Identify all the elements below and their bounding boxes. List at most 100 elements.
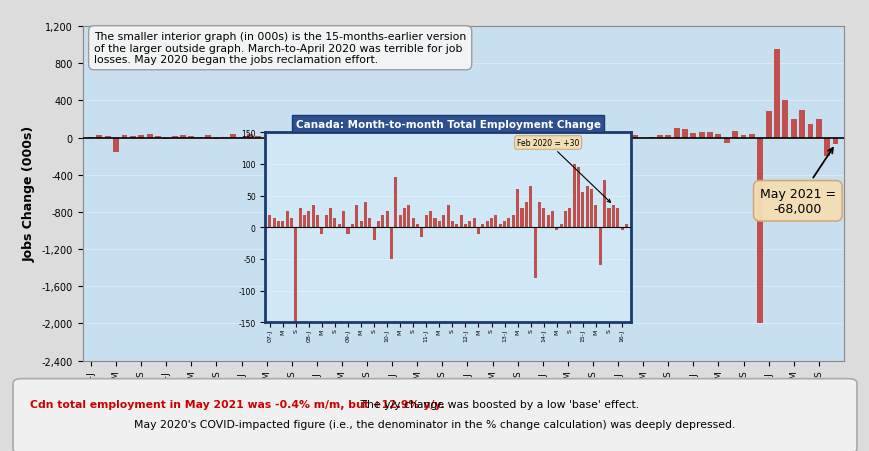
Bar: [732, 131, 737, 138]
Bar: [511, 215, 514, 228]
Bar: [415, 225, 419, 228]
Bar: [665, 136, 670, 138]
Bar: [394, 177, 397, 228]
Bar: [322, 136, 328, 138]
Text: Cdn total employment in May 2021 was -0.4% m/m, but +12.9% y/y.: Cdn total employment in May 2021 was -0.…: [30, 399, 445, 409]
Bar: [314, 137, 320, 138]
Bar: [268, 215, 271, 228]
Bar: [255, 137, 261, 138]
Bar: [598, 228, 601, 266]
Bar: [441, 215, 445, 228]
Bar: [281, 221, 284, 228]
Bar: [437, 221, 441, 228]
Bar: [113, 138, 119, 152]
Bar: [155, 137, 161, 138]
Bar: [376, 221, 380, 228]
Bar: [790, 120, 796, 138]
Bar: [494, 215, 497, 228]
Bar: [799, 110, 804, 138]
Bar: [104, 137, 110, 138]
Bar: [397, 137, 403, 138]
Bar: [372, 136, 378, 138]
Bar: [576, 168, 580, 228]
Bar: [623, 137, 628, 138]
Bar: [498, 225, 501, 228]
Y-axis label: Jobs Change (000s): Jobs Change (000s): [23, 126, 36, 262]
Bar: [522, 137, 528, 138]
Bar: [533, 228, 536, 278]
Bar: [339, 137, 344, 138]
Bar: [315, 215, 319, 228]
Bar: [320, 228, 323, 234]
Bar: [559, 225, 562, 228]
Bar: [832, 138, 838, 145]
Bar: [280, 137, 286, 138]
Bar: [189, 137, 194, 138]
Bar: [342, 212, 345, 228]
X-axis label: Year and month: Year and month: [408, 394, 518, 407]
Bar: [620, 228, 623, 231]
Bar: [171, 137, 177, 138]
Bar: [389, 228, 393, 259]
Bar: [355, 138, 362, 140]
Bar: [446, 206, 449, 228]
Text: May 2021 =
-68,000: May 2021 = -68,000: [759, 148, 835, 215]
Bar: [690, 133, 695, 138]
Bar: [289, 136, 295, 138]
Bar: [355, 206, 358, 228]
Bar: [489, 137, 495, 138]
Bar: [656, 136, 662, 138]
Bar: [554, 228, 558, 231]
Bar: [463, 225, 467, 228]
Bar: [129, 137, 136, 138]
Bar: [773, 50, 779, 138]
Bar: [589, 132, 595, 138]
Bar: [573, 136, 579, 138]
Bar: [520, 209, 523, 228]
Bar: [272, 218, 275, 228]
Bar: [531, 138, 537, 139]
Bar: [381, 137, 387, 138]
Bar: [781, 101, 787, 138]
Bar: [723, 138, 729, 144]
Bar: [585, 187, 588, 228]
Bar: [468, 221, 471, 228]
Bar: [430, 137, 436, 138]
Bar: [546, 215, 549, 228]
Bar: [681, 129, 687, 138]
Bar: [472, 218, 475, 228]
Bar: [547, 137, 554, 138]
Text: The y/y change was boosted by a low 'base' effect.: The y/y change was boosted by a low 'bas…: [356, 399, 638, 409]
Bar: [138, 136, 144, 138]
Bar: [420, 228, 423, 237]
Bar: [363, 202, 367, 228]
Bar: [507, 218, 510, 228]
Bar: [455, 137, 461, 138]
Bar: [698, 132, 704, 138]
Bar: [433, 218, 436, 228]
Bar: [328, 209, 332, 228]
Bar: [537, 202, 541, 228]
Bar: [823, 138, 829, 157]
Bar: [346, 228, 349, 234]
Bar: [611, 206, 614, 228]
Bar: [276, 221, 280, 228]
Bar: [567, 209, 571, 228]
Bar: [740, 136, 746, 138]
Bar: [589, 190, 593, 228]
Bar: [406, 135, 411, 138]
Bar: [364, 137, 369, 138]
Bar: [524, 202, 527, 228]
Bar: [556, 137, 561, 138]
Bar: [765, 111, 771, 138]
Bar: [180, 136, 186, 138]
Bar: [464, 138, 470, 139]
Bar: [815, 120, 821, 138]
Bar: [607, 209, 610, 228]
Bar: [806, 124, 813, 138]
Bar: [350, 225, 354, 228]
Bar: [302, 215, 306, 228]
Bar: [122, 136, 127, 138]
Bar: [298, 209, 302, 228]
Bar: [673, 129, 679, 138]
